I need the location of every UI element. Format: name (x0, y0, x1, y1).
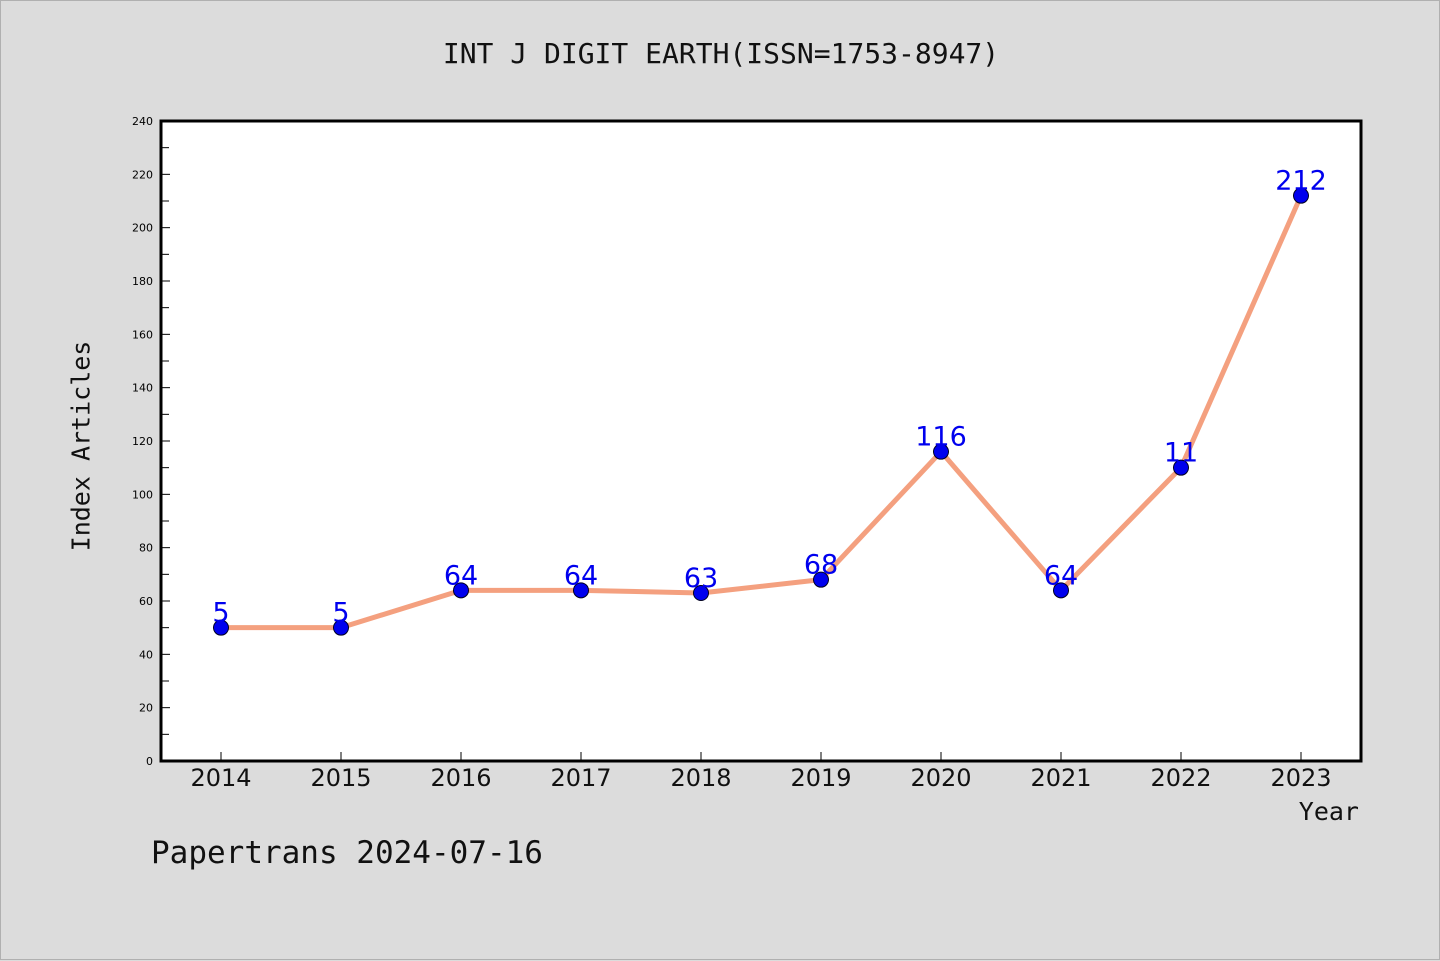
y-tick-label: 140 (132, 382, 153, 395)
y-tick-label: 160 (132, 328, 153, 341)
plot-area (159, 119, 1363, 763)
data-point (933, 443, 949, 460)
x-tick-label: 2015 (310, 764, 371, 792)
x-tick-label: 2017 (550, 764, 611, 792)
y-tick-label: 40 (139, 648, 153, 661)
y-tick-label: 60 (139, 595, 153, 608)
x-tick-label: 2020 (910, 764, 971, 792)
data-point (213, 619, 229, 636)
data-label: 11 (1164, 438, 1198, 469)
x-tick-label: 2019 (790, 764, 851, 792)
x-axis-label: Year (1298, 797, 1359, 826)
y-tick-label: 80 (139, 542, 153, 555)
data-label: 116 (915, 422, 967, 453)
y-tick-label: 220 (132, 168, 153, 181)
data-label: 5 (332, 598, 349, 629)
data-label: 5 (212, 598, 229, 629)
x-tick-label: 2016 (430, 764, 491, 792)
data-label: 64 (444, 560, 478, 591)
y-tick-label: 200 (132, 222, 153, 235)
data-point (453, 582, 469, 599)
y-tick-label: 120 (132, 435, 153, 448)
data-label: 63 (684, 563, 718, 594)
data-label: 68 (804, 550, 838, 581)
data-point (1293, 187, 1309, 204)
data-point (813, 571, 829, 588)
x-tick-label: 2023 (1270, 764, 1331, 792)
y-tick-label: 180 (132, 275, 153, 288)
data-point (1173, 459, 1189, 476)
x-tick-label: 2018 (670, 764, 731, 792)
x-tick-label: 2021 (1030, 764, 1091, 792)
x-tick-label: 2022 (1150, 764, 1211, 792)
data-label: 64 (1044, 560, 1078, 591)
series-line (221, 194, 1304, 631)
x-tick-label: 2014 (190, 764, 251, 792)
data-label: 212 (1275, 166, 1327, 197)
data-point (573, 582, 589, 599)
y-tick-label: 240 (132, 115, 153, 128)
data-point (333, 619, 349, 636)
y-tick-label: 0 (146, 755, 153, 768)
y-tick-label: 20 (139, 702, 153, 715)
data-label: 64 (564, 560, 598, 591)
data-point (1053, 582, 1069, 599)
y-tick-label: 100 (132, 488, 153, 501)
footer-credit: Papertrans 2024-07-16 (151, 835, 543, 871)
data-point (693, 585, 709, 601)
chart-title: INT J DIGIT EARTH(ISSN=1753-8947) (442, 37, 1000, 70)
